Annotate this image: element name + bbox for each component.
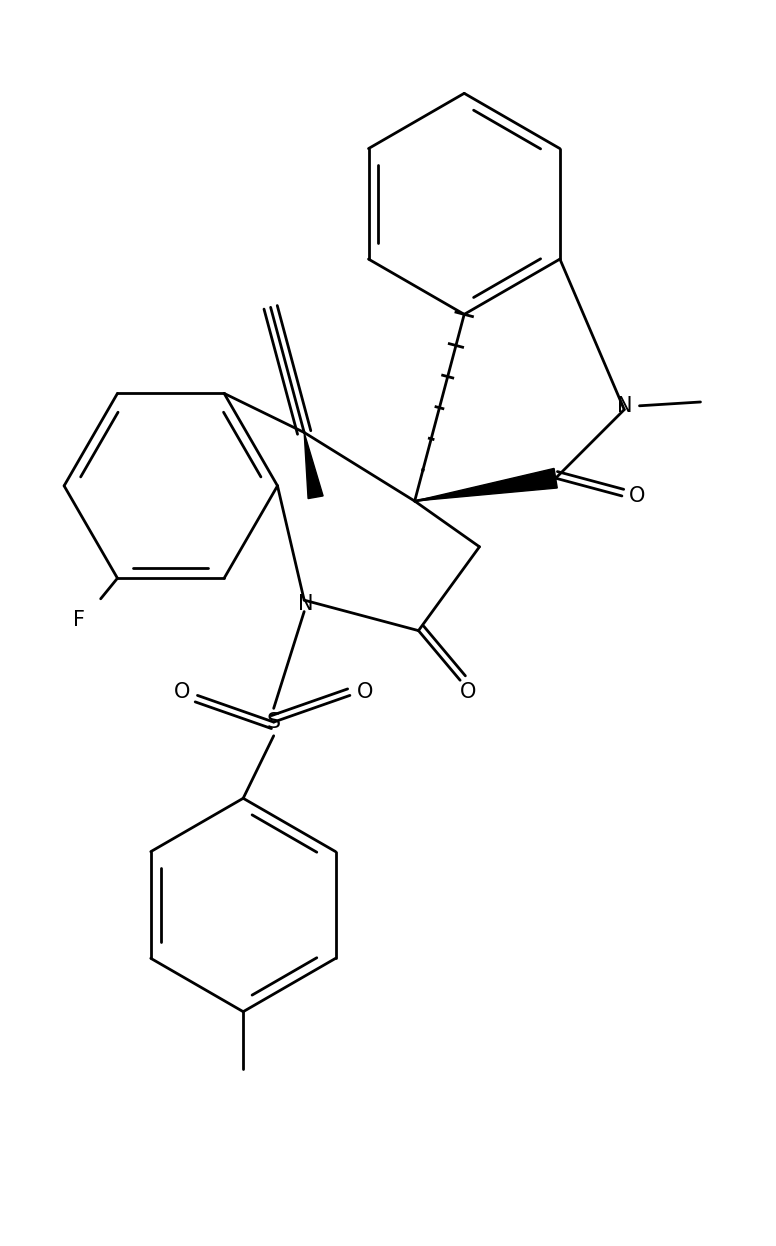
Text: S: S	[267, 711, 281, 733]
Text: O: O	[174, 682, 190, 701]
Text: F: F	[74, 611, 85, 630]
Text: O: O	[459, 682, 476, 701]
Text: O: O	[357, 682, 373, 701]
Text: N: N	[616, 396, 632, 416]
Polygon shape	[304, 432, 323, 498]
Text: O: O	[629, 486, 646, 506]
Text: N: N	[298, 594, 314, 614]
Polygon shape	[414, 468, 557, 501]
